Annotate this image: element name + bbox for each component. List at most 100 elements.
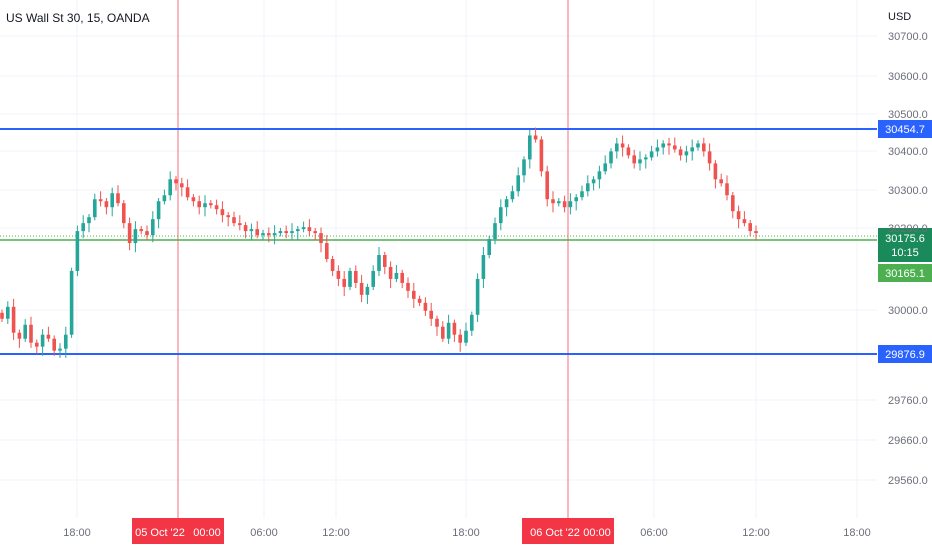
candle: [290, 223, 294, 241]
candle-body: [0, 312, 4, 319]
candle-body: [481, 255, 486, 279]
currency-label: USD: [888, 11, 911, 23]
candle: [197, 195, 201, 215]
candle-body: [139, 229, 143, 232]
candle-body: [220, 209, 225, 216]
candle: [719, 173, 723, 187]
candle-body: [626, 147, 631, 156]
candle-body: [359, 282, 364, 295]
candle: [748, 219, 752, 237]
candle: [93, 193, 97, 221]
candle: [644, 154, 648, 169]
y-tick-label: 30000.0: [888, 305, 928, 317]
current-price-text: 30175.6: [885, 233, 925, 245]
candle: [533, 127, 538, 143]
candle: [139, 225, 143, 235]
candle-body: [191, 197, 196, 202]
candle: [174, 176, 178, 191]
candle: [539, 136, 544, 177]
candle-body: [470, 314, 474, 331]
candle-body: [545, 171, 549, 200]
candle-body: [133, 229, 138, 244]
candle: [336, 265, 341, 287]
candle: [64, 326, 68, 358]
candle: [133, 221, 138, 253]
candle-body: [17, 332, 22, 339]
candle-body: [644, 157, 648, 160]
candle: [238, 215, 242, 231]
current-price-label: [878, 228, 932, 262]
candle: [684, 145, 689, 163]
candle: [209, 200, 213, 209]
x-tick-label: 00:00: [583, 527, 611, 539]
x-tick-label: 06 Oct '22: [530, 527, 580, 539]
candle-body: [522, 159, 526, 176]
candle-body: [11, 306, 16, 333]
candles: [0, 127, 758, 358]
candle: [29, 316, 33, 348]
candle: [620, 135, 625, 157]
candle: [667, 137, 671, 155]
candle-body: [35, 342, 39, 347]
candle-body: [504, 199, 509, 208]
candle: [649, 145, 654, 161]
candle-body: [104, 201, 109, 208]
candle-body: [365, 286, 370, 295]
candle: [261, 229, 265, 241]
candle: [162, 189, 167, 205]
y-tick-label: 29760.0: [888, 395, 928, 407]
candle: [278, 227, 283, 237]
candle: [713, 160, 718, 189]
candle: [81, 215, 85, 239]
candle: [609, 148, 613, 169]
candle: [568, 193, 573, 215]
candle-body: [81, 223, 85, 232]
y-tick-label: 30600.0: [888, 71, 928, 83]
candle: [742, 211, 747, 227]
candle-body: [574, 197, 578, 202]
candle: [458, 329, 462, 352]
candle: [325, 235, 329, 263]
candle-body: [272, 233, 277, 236]
candle: [557, 198, 561, 207]
level-price-text: 30454.7: [885, 124, 925, 136]
candle: [296, 225, 300, 241]
candle-body: [684, 151, 689, 156]
candle-body: [539, 139, 544, 172]
candle-body: [475, 278, 480, 315]
x-axis: 18:00 05 Oct '22 00:00 06:00 12:00 18:00 06 Oc…: [63, 518, 871, 544]
candle: [562, 195, 567, 213]
candle-body: [110, 193, 114, 208]
candle: [214, 199, 219, 215]
candle: [597, 165, 602, 189]
candle-body: [69, 270, 74, 335]
candle: [122, 200, 126, 229]
x-tick-label: 06:00: [640, 527, 668, 539]
candle-body: [388, 266, 393, 279]
level-price-label: [878, 345, 932, 363]
candle-body: [568, 201, 573, 208]
candle: [17, 329, 22, 348]
candle: [702, 137, 706, 157]
candle-body: [707, 151, 712, 164]
candle: [75, 225, 80, 277]
candle-body: [580, 191, 584, 198]
candle: [481, 247, 486, 289]
chart-grid: [0, 0, 877, 518]
candle: [504, 196, 509, 217]
candle-body: [713, 163, 718, 180]
candle-body: [209, 203, 213, 206]
candle-body: [678, 149, 683, 156]
y-tick-label: 30500.0: [888, 109, 928, 121]
candle-body: [562, 201, 567, 208]
date-marker-label: [132, 518, 224, 544]
candle-body: [754, 231, 758, 234]
candle-body: [330, 259, 335, 271]
candle: [400, 269, 404, 289]
candle: [40, 329, 45, 356]
candle-body: [174, 179, 178, 184]
candle-body: [696, 143, 700, 148]
candle: [441, 321, 445, 342]
